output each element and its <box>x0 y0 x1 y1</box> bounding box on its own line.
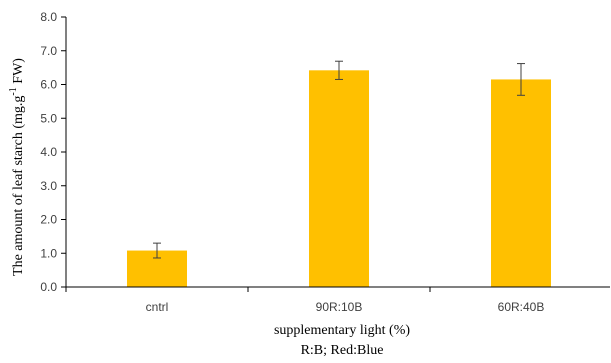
y-tick-label: 2.0 <box>40 213 57 227</box>
y-tick-label: 4.0 <box>40 145 57 159</box>
y-tick-label: 3.0 <box>40 179 57 193</box>
bars-group <box>127 70 551 287</box>
y-axis-ticks: 0.0 1.0 2.0 3.0 4.0 5.0 6.0 7.0 8.0 <box>40 10 66 294</box>
x-tick-label: 90R:10B <box>316 300 363 314</box>
y-tick-label: 8.0 <box>40 10 57 24</box>
error-bar <box>517 63 525 96</box>
x-tick-label: cntrl <box>146 300 169 314</box>
y-tick-label: 5.0 <box>40 111 57 125</box>
bar-90R:10B <box>309 70 369 287</box>
y-axis-title: The amount of leaf starch (mg.g-1 FW) <box>8 58 26 276</box>
x-tick-label: 60R:40B <box>498 300 545 314</box>
x-axis-ticks: cntrl 90R:10B 60R:40B <box>65 287 545 314</box>
y-axis-title-main: The amount of leaf starch (mg.g <box>11 96 26 276</box>
color-key-note: R:B; Red:Blue <box>301 343 384 358</box>
error-bar <box>153 242 161 259</box>
y-axis-title-superscript: -1 <box>8 87 19 95</box>
x-axis-title: supplementary light (%) <box>274 323 410 338</box>
y-axis-title-end: FW) <box>11 58 26 88</box>
y-tick-label: 0.0 <box>40 280 57 294</box>
y-tick-label: 6.0 <box>40 78 57 92</box>
bar-60R:40B <box>491 79 551 287</box>
error-bars-group <box>153 60 525 259</box>
y-tick-label: 1.0 <box>40 246 57 260</box>
y-tick-label: 7.0 <box>40 44 57 58</box>
error-bar <box>335 60 343 80</box>
